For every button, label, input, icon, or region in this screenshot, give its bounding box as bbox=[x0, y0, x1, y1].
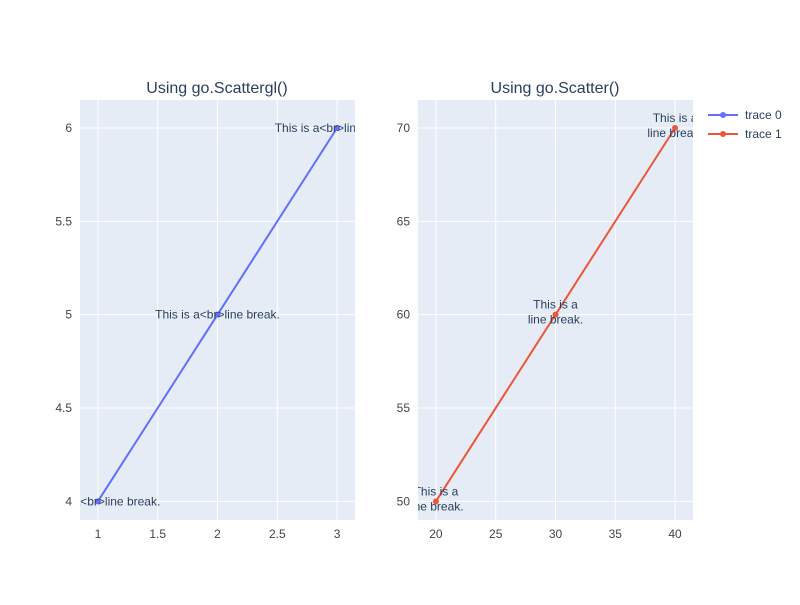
legend-marker bbox=[720, 131, 726, 137]
data-text-line: This is a bbox=[533, 298, 578, 312]
data-point bbox=[552, 311, 559, 318]
data-text-label: This is a<br>line break. bbox=[36, 494, 161, 508]
legend-item: trace 0 bbox=[708, 108, 782, 122]
data-point bbox=[334, 125, 341, 131]
data-layer: This is a<br>line break. This is a<br>lin… bbox=[36, 121, 400, 508]
data-text-line: This is a bbox=[653, 111, 698, 125]
y-tick-label: 5.5 bbox=[55, 214, 72, 228]
x-tick-label: 20 bbox=[429, 527, 443, 541]
x-tick-label: 40 bbox=[668, 527, 682, 541]
subplot-title: Using go.Scatter() bbox=[491, 80, 620, 97]
data-layer: This is a line break.This is a line break.… bbox=[408, 111, 702, 513]
data-text-label: This is a<br>line break. bbox=[155, 308, 280, 322]
subplot-1: 1 1.5 2 2.5 3 4 4.5 5 5.5 6 Using go.Scattergl() Th… bbox=[36, 80, 400, 541]
x-tick-label: 30 bbox=[549, 527, 563, 541]
x-tick-label: 25 bbox=[489, 527, 503, 541]
subplot-title: Using go.Scattergl() bbox=[146, 80, 287, 97]
data-text-label: This is a line break. bbox=[408, 484, 463, 513]
y-tick-label: 55 bbox=[397, 401, 411, 415]
legend-marker bbox=[720, 112, 726, 118]
data-text-label: This is a line break. bbox=[647, 111, 702, 140]
data-text-label: This is a<br>line break. bbox=[275, 121, 400, 135]
data-text-line: line break. bbox=[647, 126, 702, 140]
y-tick-label: 65 bbox=[397, 214, 411, 228]
y-tick-label: 70 bbox=[397, 121, 411, 135]
y-tick-label: 5 bbox=[65, 308, 72, 322]
data-text-label: This is a line break. bbox=[528, 298, 583, 327]
data-point bbox=[672, 125, 679, 131]
legend-label: trace 0 bbox=[745, 108, 782, 122]
data-text-line: This is a bbox=[414, 484, 459, 498]
x-tick-label: 35 bbox=[609, 527, 623, 541]
x-tick-label: 1.5 bbox=[149, 527, 166, 541]
y-tick-label: 50 bbox=[397, 494, 411, 508]
x-tick-label: 2 bbox=[214, 527, 221, 541]
data-point bbox=[432, 498, 439, 505]
data-point bbox=[214, 311, 221, 318]
x-tick-label: 2.5 bbox=[269, 527, 286, 541]
y-tick-label: 4.5 bbox=[55, 401, 72, 415]
y-tick-label: 6 bbox=[65, 121, 72, 135]
data-text-line: line break. bbox=[528, 313, 583, 327]
legend-item: trace 1 bbox=[708, 127, 782, 141]
legend: trace 0 trace 1 bbox=[708, 108, 782, 141]
y-tick-label: 4 bbox=[65, 494, 72, 508]
x-tick-label: 1 bbox=[95, 527, 102, 541]
data-text-line: line break. bbox=[408, 499, 463, 513]
y-tick-label: 60 bbox=[397, 308, 411, 322]
subplot-2: 20 25 30 35 40 50 55 60 65 70 Using go.Scatter() Th… bbox=[397, 80, 702, 541]
x-tick-label: 3 bbox=[334, 527, 341, 541]
legend-label: trace 1 bbox=[745, 127, 782, 141]
data-point bbox=[94, 498, 101, 505]
